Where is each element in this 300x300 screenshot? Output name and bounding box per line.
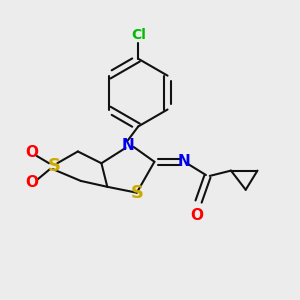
Text: S: S bbox=[130, 184, 143, 202]
Text: O: O bbox=[26, 175, 39, 190]
Text: N: N bbox=[122, 138, 134, 153]
Text: S: S bbox=[48, 157, 61, 175]
Text: O: O bbox=[25, 146, 38, 160]
Text: N: N bbox=[178, 154, 190, 169]
Text: O: O bbox=[190, 208, 204, 223]
Text: Cl: Cl bbox=[131, 28, 146, 42]
